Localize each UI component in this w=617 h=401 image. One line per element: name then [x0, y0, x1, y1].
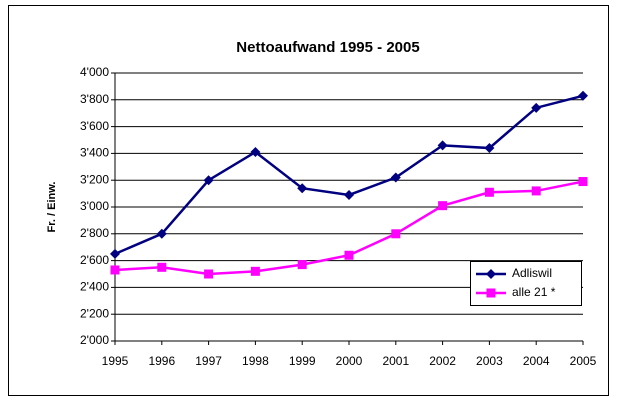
marker	[250, 266, 260, 276]
marker	[203, 175, 214, 186]
x-tick-label: 2002	[429, 354, 456, 368]
y-tick-label: 4'000	[80, 65, 109, 79]
marker	[486, 288, 496, 298]
x-tick-label: 2000	[336, 354, 363, 368]
x-tick-label: 1999	[289, 354, 316, 368]
marker	[531, 102, 542, 113]
legend-box	[470, 261, 582, 306]
y-tick-label: 3'600	[80, 119, 109, 133]
marker	[156, 228, 167, 239]
marker	[110, 248, 120, 259]
marker	[297, 260, 307, 270]
marker	[486, 269, 496, 279]
x-tick-label: 2004	[523, 354, 550, 368]
y-tick-label: 3'400	[80, 146, 109, 160]
x-tick-label: 2005	[570, 354, 597, 368]
marker	[157, 262, 167, 272]
legend: Adliswil alle 21 *	[470, 261, 582, 306]
chart-title: Nettoaufwand 1995 - 2005	[236, 39, 419, 56]
legend-label: Adliswil	[512, 266, 552, 280]
legend-label: alle 21 *	[512, 285, 556, 299]
marker	[250, 147, 261, 158]
marker	[344, 250, 354, 260]
y-tick-label: 2'400	[80, 280, 109, 294]
marker	[391, 229, 401, 239]
y-tick-label: 3'800	[80, 92, 109, 106]
marker	[437, 140, 448, 151]
x-tick-label: 1996	[148, 354, 175, 368]
y-tick-label: 2'600	[80, 253, 109, 267]
marker	[297, 183, 308, 194]
marker	[390, 172, 401, 183]
x-tick-label: 2001	[382, 354, 409, 368]
marker	[484, 143, 495, 154]
x-tick-label: 1998	[242, 354, 269, 368]
y-axis-title: Fr. / Einw.	[46, 182, 58, 233]
chart-border	[8, 5, 609, 396]
marker	[204, 269, 214, 279]
y-tick-label: 3'000	[80, 199, 109, 213]
y-tick-label: 2'000	[80, 333, 109, 347]
marker	[578, 90, 588, 101]
marker	[438, 201, 448, 211]
marker	[344, 189, 354, 200]
marker	[578, 177, 588, 187]
x-tick-label: 1997	[195, 354, 222, 368]
marker	[110, 265, 120, 275]
marker	[531, 186, 541, 196]
y-tick-label: 2'200	[80, 306, 109, 320]
x-tick-label: 2003	[476, 354, 503, 368]
marker	[484, 187, 494, 197]
y-tick-label: 3'200	[80, 172, 109, 186]
x-tick-label: 1995	[102, 354, 129, 368]
y-tick-label: 2'800	[80, 226, 109, 240]
